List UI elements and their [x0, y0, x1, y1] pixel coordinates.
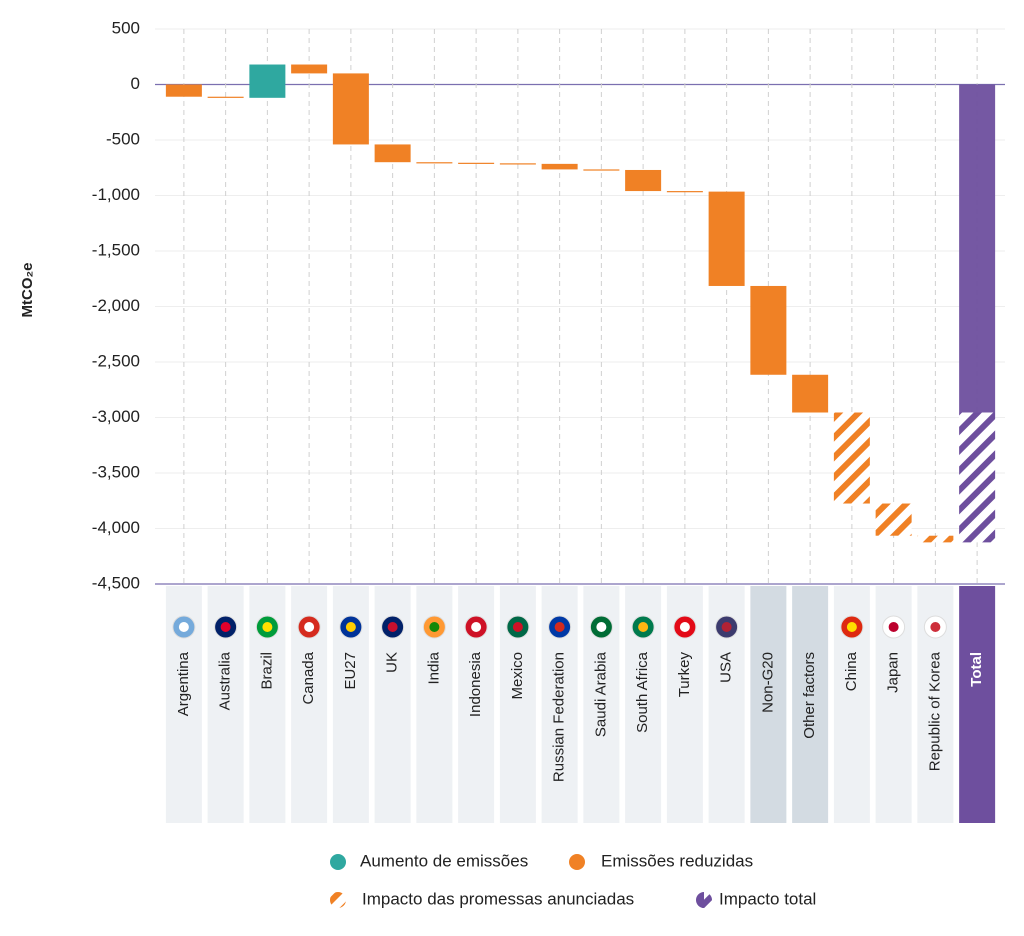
y-tick-label: -2,000 [92, 296, 140, 315]
x-tick-label: UK [384, 652, 401, 673]
legend-marker-half [696, 892, 704, 908]
bar [959, 84, 996, 413]
legend-label: Aumento de emissões [360, 851, 528, 870]
x-tick-label: USA [718, 652, 735, 683]
bar [833, 412, 870, 504]
bar [750, 285, 787, 375]
category-box [750, 586, 787, 823]
bar [499, 163, 536, 165]
y-tick-label: 0 [131, 74, 140, 93]
x-tick-label: Brazil [258, 652, 275, 690]
bar [207, 96, 244, 98]
legend-marker [330, 892, 346, 908]
flag-detail [220, 622, 231, 632]
flag-detail [930, 622, 941, 632]
flag-detail [471, 622, 482, 632]
x-tick-label: Non-G20 [759, 652, 776, 713]
flag-detail [429, 622, 440, 632]
flag-detail [345, 622, 356, 632]
flag-detail [721, 622, 732, 632]
flag-detail [387, 622, 398, 632]
y-tick-label: -1,500 [92, 240, 140, 259]
bar [541, 163, 578, 170]
bar [917, 535, 954, 543]
flag-detail [512, 622, 523, 632]
legend-label: Emissões reduzidas [601, 851, 753, 870]
x-tick-label: Turkey [676, 652, 693, 698]
bar [708, 191, 745, 286]
y-tick-label: -4,500 [92, 573, 140, 592]
bar [666, 191, 703, 193]
x-tick-label: India [425, 651, 442, 684]
legend-marker [330, 854, 346, 870]
y-tick-label: -3,000 [92, 407, 140, 426]
x-tick-label: Russian Federation [551, 652, 568, 782]
x-tick-label: South Africa [634, 651, 651, 733]
bar [625, 169, 662, 192]
category-box [792, 586, 829, 823]
category-box [959, 586, 996, 823]
bar [374, 144, 411, 163]
flag-detail [679, 622, 690, 632]
bar [959, 412, 996, 543]
y-tick-label: 500 [112, 18, 140, 37]
x-tick-label: Mexico [509, 652, 526, 700]
x-tick-label: Argentina [175, 651, 192, 716]
x-tick-label: Canada [300, 651, 317, 704]
y-tick-label: -4,000 [92, 518, 140, 537]
x-tick-label: Indonesia [467, 651, 484, 717]
flag-detail [262, 622, 273, 632]
y-tick-label: -3,500 [92, 462, 140, 481]
bar [416, 162, 453, 164]
legend-label: Impacto das promessas anunciadas [362, 889, 634, 908]
y-axis-label: MtCO₂e [19, 263, 36, 318]
bar [792, 374, 829, 413]
x-tick-label: China [843, 651, 860, 691]
bar [458, 162, 495, 164]
bar [249, 64, 286, 98]
bar [165, 84, 202, 97]
flag-detail [554, 622, 565, 632]
y-tick-label: -2,500 [92, 351, 140, 370]
bar [583, 169, 620, 171]
bar [875, 503, 912, 536]
flag-detail [304, 622, 315, 632]
flag-detail [178, 622, 189, 632]
y-tick-label: -500 [106, 129, 140, 148]
flag-detail [638, 622, 649, 632]
x-tick-label: Australia [217, 651, 234, 710]
legend-label: Impacto total [719, 889, 816, 908]
x-tick-label: EU27 [342, 652, 359, 690]
x-tick-label: Total [968, 652, 985, 687]
bar [291, 64, 328, 74]
y-tick-label: -1,000 [92, 185, 140, 204]
x-tick-label: Saudi Arabia [592, 651, 609, 737]
flag-detail [596, 622, 607, 632]
flag-detail [888, 622, 899, 632]
x-tick-label: Republic of Korea [926, 651, 943, 771]
x-tick-label: Other factors [801, 652, 818, 739]
legend-marker [569, 854, 585, 870]
bar [332, 73, 369, 145]
x-tick-label: Japan [885, 652, 902, 693]
flag-detail [846, 622, 857, 632]
